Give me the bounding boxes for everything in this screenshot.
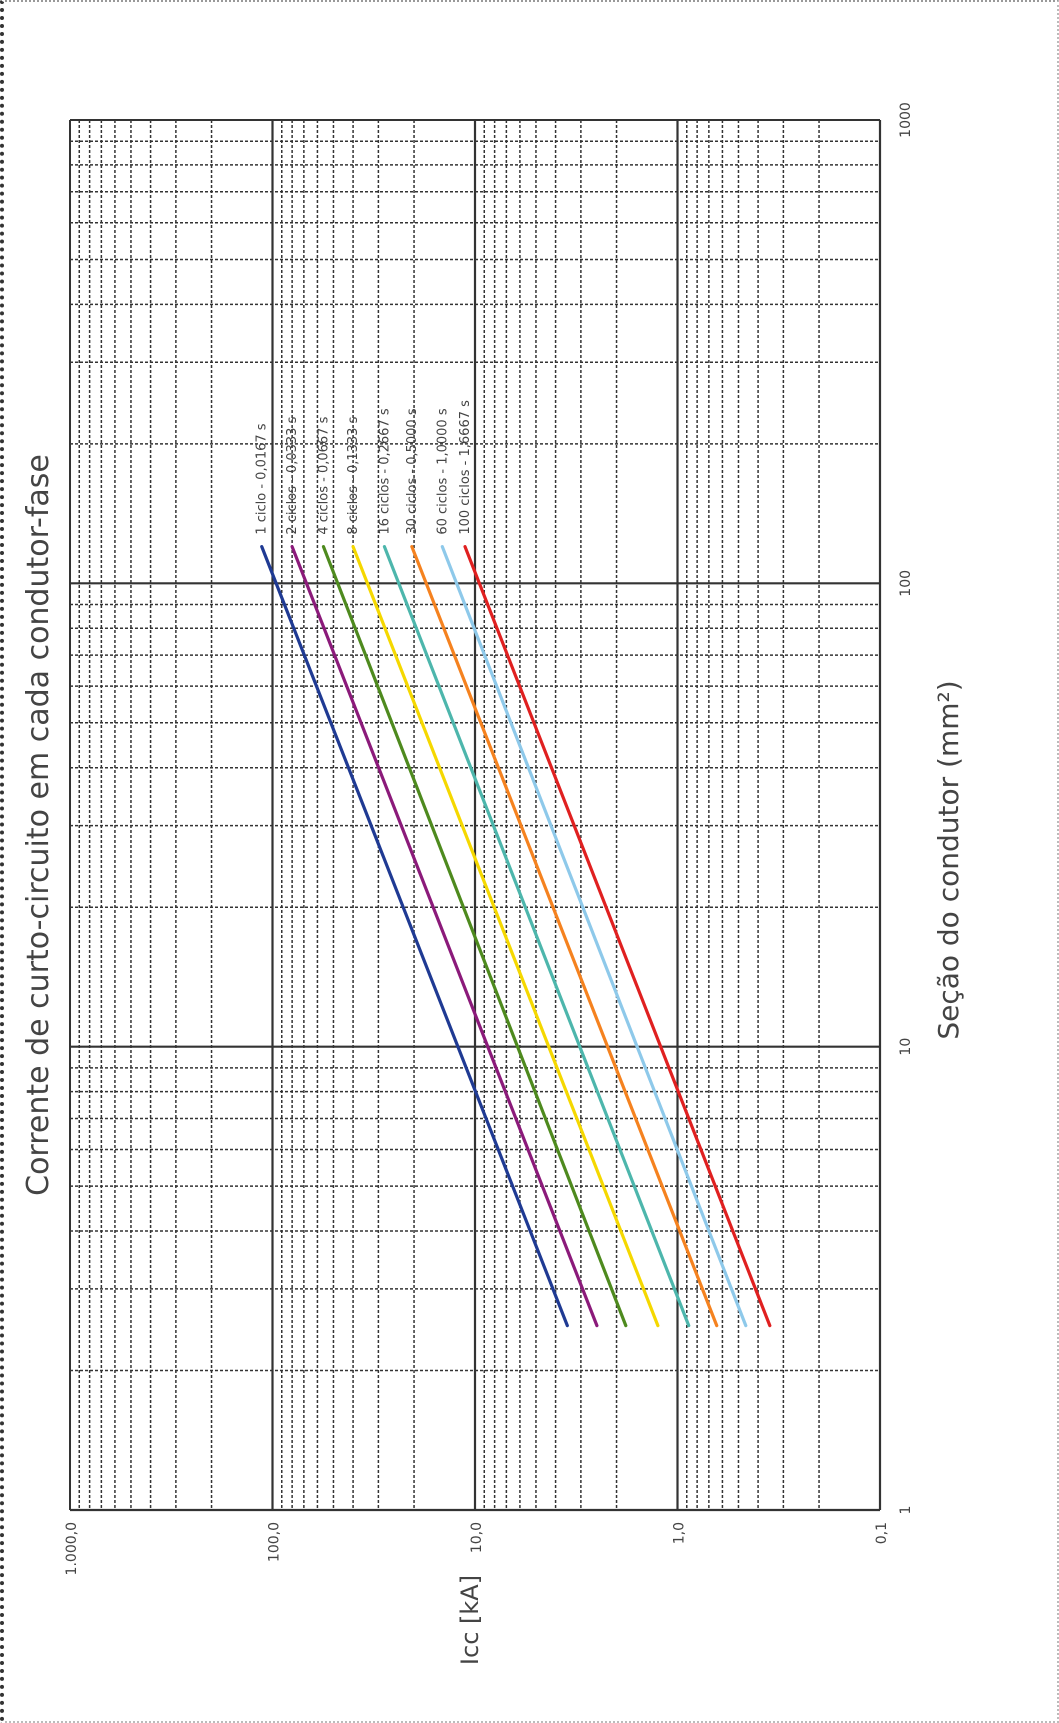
legend-label: 2 ciclos - 0,0333 s bbox=[285, 416, 300, 534]
text-layer: 1 10 100 1000 0,1 1,0 10,0 100,0 1.000,0 Corrente… bbox=[21, 102, 965, 1665]
chart-title: Corrente de curto-circuito em cada condu… bbox=[21, 454, 56, 1196]
legend-label: 16 ciclos - 0,2667 s bbox=[377, 408, 392, 534]
series-line bbox=[351, 545, 660, 1328]
y-tick-label: 10,0 bbox=[469, 1522, 485, 1553]
series-line bbox=[463, 545, 772, 1328]
legend-label: 4 ciclos - 0,0667 s bbox=[316, 416, 331, 534]
x-tick-label: 100 bbox=[898, 570, 914, 597]
y-tick-label: 1,0 bbox=[672, 1522, 688, 1544]
legend-label: 100 ciclos - 1,6667 s bbox=[458, 400, 473, 535]
series-layer bbox=[260, 545, 772, 1328]
y-axis-label: Icc [kA] bbox=[456, 1575, 484, 1665]
legend-layer: 1 ciclo - 0,0167 s 2 ciclos - 0,0333 s 4 c… bbox=[255, 400, 473, 535]
x-tick-label: 1 bbox=[898, 1506, 914, 1515]
series-line bbox=[260, 545, 569, 1328]
y-tick-label: 100,0 bbox=[267, 1522, 283, 1562]
series-line bbox=[290, 545, 599, 1328]
axis-layer bbox=[69, 119, 881, 1511]
x-tick-label: 1000 bbox=[898, 102, 914, 138]
legend-label: 1 ciclo - 0,0167 s bbox=[255, 423, 270, 534]
x-axis-label: Seção do condutor (mm²) bbox=[932, 680, 965, 1039]
series-line bbox=[382, 545, 691, 1328]
series-line bbox=[410, 545, 719, 1328]
legend-label: 60 ciclos - 1,0000 s bbox=[435, 408, 450, 534]
x-tick-label: 10 bbox=[898, 1038, 914, 1056]
y-tick-label: 1.000,0 bbox=[64, 1522, 80, 1575]
grid-layer bbox=[70, 120, 882, 1512]
legend-label: 30 ciclos - 0,5000 s bbox=[405, 408, 420, 534]
legend-label: 8 ciclos - 0,1333 s bbox=[346, 416, 361, 534]
series-line bbox=[321, 545, 628, 1328]
series-line bbox=[440, 545, 748, 1328]
y-tick-label: 0,1 bbox=[874, 1522, 890, 1544]
